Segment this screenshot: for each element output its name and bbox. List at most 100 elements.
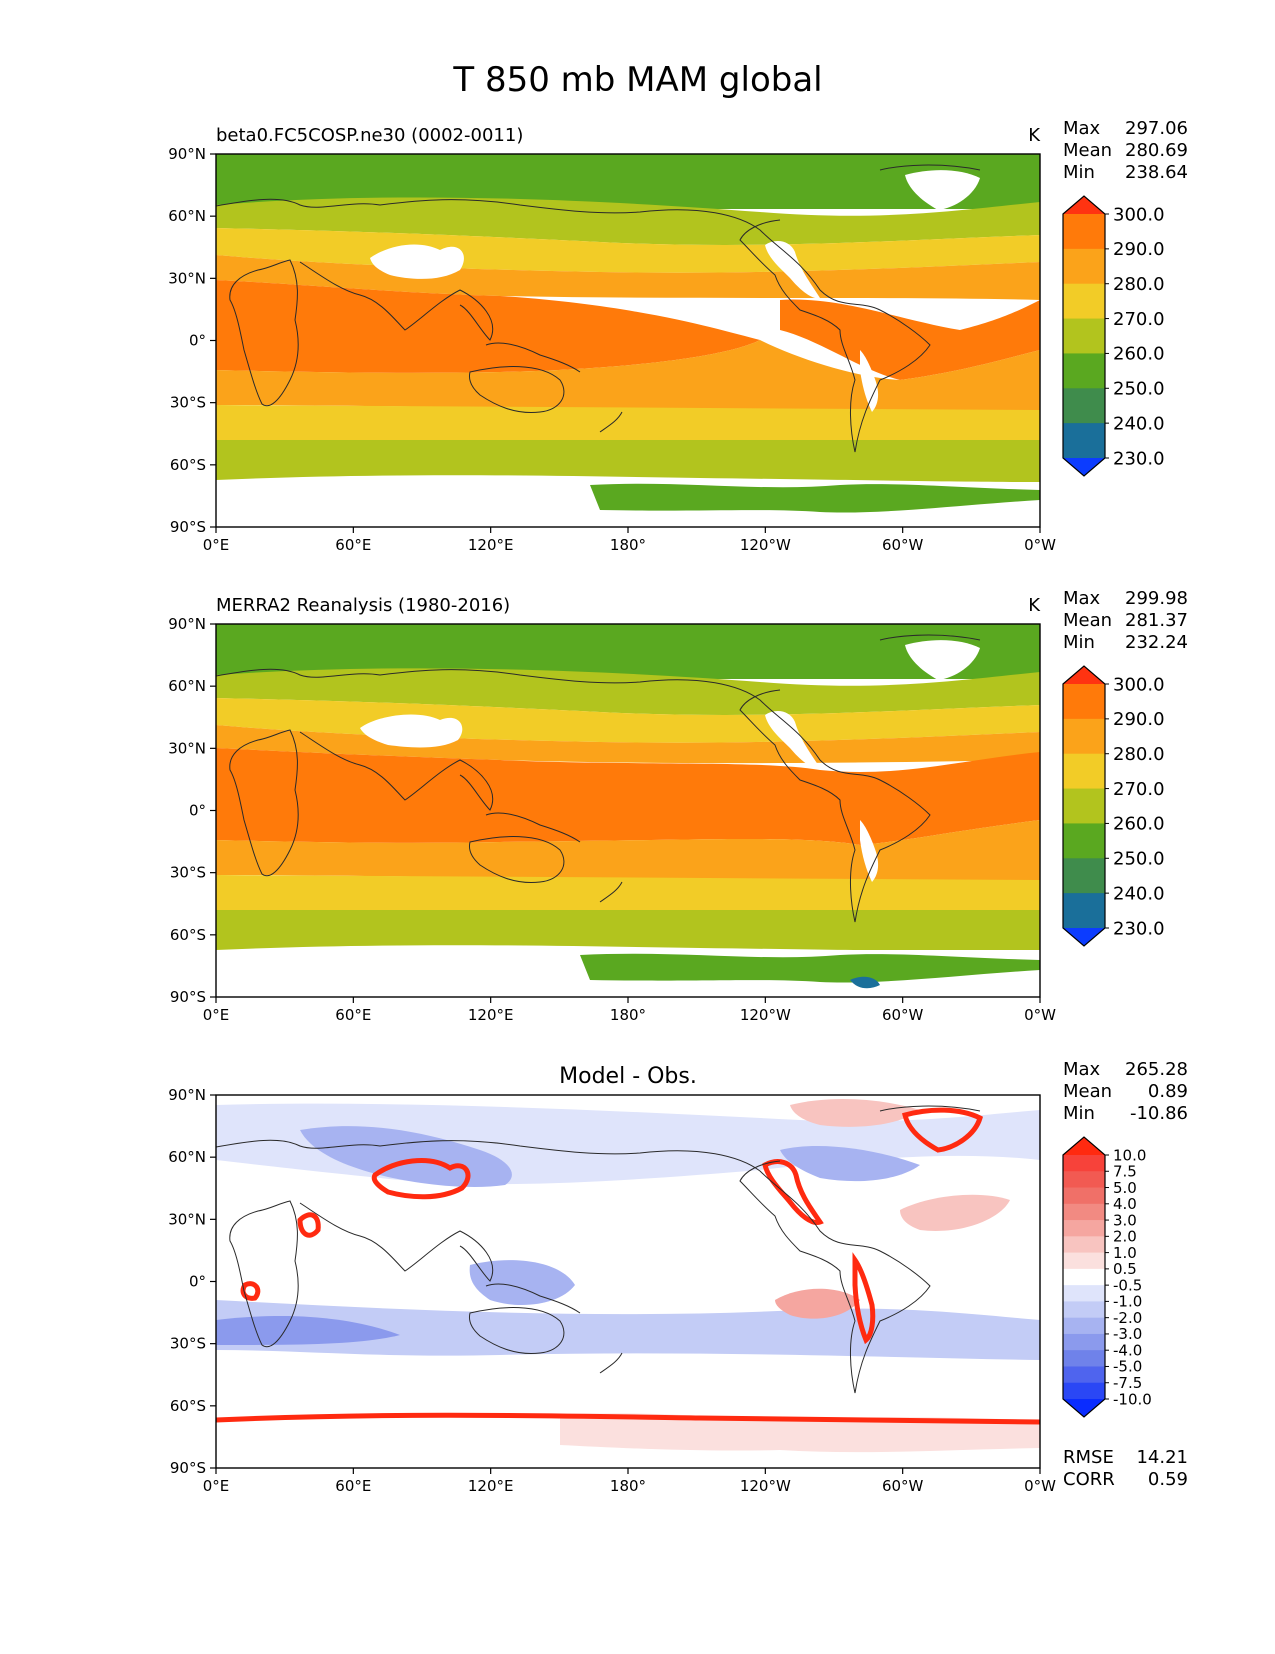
stat-value-mean: 281.37 [1125, 610, 1188, 631]
stat-value-min: -10.86 [1130, 1103, 1188, 1124]
lon-tick-label: 0°W [1024, 1006, 1056, 1024]
cool-core-namerica [780, 1145, 920, 1182]
panel-left-title: MERRA2 Reanalysis (1980-2016) [216, 595, 510, 616]
lat-axis: 90°N 60°N 30°N 0° 30°S 60°S 90°S [168, 1086, 216, 1477]
band-290-tropics [216, 280, 760, 373]
colorbar-tick-label: -0.5 [1113, 1276, 1142, 1294]
colorbar-tick-label: 240.0 [1113, 413, 1165, 434]
colorbar-segment [1063, 753, 1105, 790]
colorbar-segment [1063, 1236, 1105, 1254]
lat-tick-label: 90°S [170, 518, 206, 536]
band-280-south [216, 340, 1040, 411]
colorbar-segment [1063, 318, 1105, 354]
stat-value-min: 238.64 [1125, 162, 1188, 183]
stat-label-max: Max [1063, 1059, 1101, 1080]
greenland [905, 170, 980, 210]
colorbar-segment [1063, 423, 1105, 459]
lon-tick-label: 60°E [335, 536, 371, 554]
warm-patch-arctic [790, 1098, 920, 1127]
stat-value-max: 299.98 [1125, 588, 1188, 609]
lat-tick-label: 30°S [170, 1335, 206, 1353]
lon-tick-label: 60°W [882, 536, 924, 554]
colorbar-extend-min [1063, 928, 1105, 946]
colorbar-tick-label: 240.0 [1113, 883, 1165, 904]
high-terrain-hotspots [216, 1107, 1040, 1425]
colorbar-tick-label: 260.0 [1113, 814, 1165, 835]
lat-axis: 90°N 60°N 30°N 0° 30°S 60°S 90°S [168, 615, 216, 1006]
stat-label-min: Min [1063, 632, 1095, 653]
stat-value-rmse: 14.21 [1136, 1447, 1188, 1468]
colorbar-tick-label: 230.0 [1113, 448, 1165, 469]
stat-value-mean: 0.89 [1148, 1081, 1188, 1102]
colorbar-tick-label: -10.0 [1113, 1390, 1152, 1408]
stats-block: Max 265.28 Mean 0.89 Min -10.86 [1063, 1059, 1188, 1124]
colorbar-segment [1063, 684, 1105, 720]
lat-tick-label: 30°N [168, 269, 206, 287]
lon-tick-label: 120°W [740, 536, 791, 554]
colorbar-tick-label: 1.0 [1113, 1244, 1137, 1262]
lat-tick-label: 90°N [168, 1086, 206, 1104]
stat-label-min: Min [1063, 162, 1095, 183]
lon-tick-label: 60°E [335, 1477, 371, 1495]
rockies [765, 710, 820, 769]
lon-tick-label: 60°W [882, 1477, 924, 1495]
lat-tick-label: 0° [189, 332, 206, 350]
colorbar-segment [1063, 718, 1105, 755]
colorbar: 10.07.55.04.03.02.01.00.5-0.5-1.0-2.0-3.… [1062, 1136, 1152, 1418]
colorbar-tick-label: 250.0 [1113, 379, 1165, 400]
stat-value-mean: 280.69 [1125, 140, 1188, 161]
lon-axis: 0°E 60°E 120°E 180° 120°W 60°W 0°W [203, 527, 1056, 554]
colorbar-segment [1063, 1155, 1105, 1172]
tibet [360, 714, 463, 748]
antarctic-peninsula-low [850, 976, 880, 989]
colorbar-segment [1063, 214, 1105, 250]
colorbar-extend-max [1063, 196, 1105, 214]
band-280-north [216, 255, 1040, 300]
colorbar-segment [1063, 1252, 1105, 1270]
lat-tick-label: 30°N [168, 1210, 206, 1228]
lat-tick-label: 0° [189, 1273, 206, 1291]
antarctica-rim [580, 953, 1040, 983]
colorbar-tick-label: 270.0 [1113, 309, 1165, 330]
lat-tick-label: 90°N [168, 615, 206, 633]
figure-title: T 850 mb MAM global [452, 60, 822, 100]
coastlines [216, 1105, 981, 1394]
colorbar-tick-label: 3.0 [1113, 1211, 1137, 1229]
colorbar-tick-label: -1.0 [1113, 1293, 1142, 1311]
lat-tick-label: 0° [189, 802, 206, 820]
colorbar-segment [1063, 858, 1105, 894]
warm-patch-pacific [775, 1288, 860, 1319]
colorbar-segment [1063, 1350, 1105, 1367]
panel-model: beta0.FC5COSP.ne30 (0002-0011) K Max 297… [168, 118, 1188, 554]
lat-tick-label: 60°N [168, 677, 206, 695]
band-290-americas [780, 299, 1040, 380]
stats-block: Max 299.98 Mean 281.37 Min 232.24 [1063, 588, 1188, 653]
colorbar-segment [1063, 1203, 1105, 1221]
colorbar-tick-label: 270.0 [1113, 779, 1165, 800]
colorbar: 300.0 290.0 280.0 270.0 260.0 250.0 240.0 230.0 [1062, 665, 1165, 947]
lon-tick-label: 120°E [468, 1006, 514, 1024]
band-270-south [216, 875, 1040, 910]
colorbar-tick-label: -2.0 [1113, 1309, 1142, 1327]
colorbar-segment [1063, 1366, 1105, 1384]
colorbar-segment [1063, 1268, 1105, 1286]
colorbar-extend-min [1063, 1399, 1105, 1417]
colorbar-tick-label: 280.0 [1113, 274, 1165, 295]
cool-core-asia [300, 1126, 512, 1187]
lat-tick-label: 60°N [168, 1148, 206, 1166]
colorbar-tick-label: -5.0 [1113, 1358, 1142, 1376]
lon-axis: 0°E 60°E 120°E 180° 120°W 60°W 0°W [203, 997, 1056, 1024]
colorbar-extend-min [1063, 458, 1105, 476]
panel-diff: Model - Obs. Max 265.28 Mean 0.89 Min -1… [168, 1059, 1188, 1495]
panel-obs: MERRA2 Reanalysis (1980-2016) K Max 299.… [168, 588, 1188, 1024]
lat-tick-label: 30°N [168, 739, 206, 757]
panel-units: K [1028, 125, 1041, 146]
colorbar-segment [1063, 1220, 1105, 1237]
lat-tick-label: 60°S [170, 1397, 206, 1415]
lon-tick-label: 180° [610, 1006, 646, 1024]
colorbar-tick-label: 4.0 [1113, 1195, 1137, 1213]
andes [860, 820, 879, 882]
lat-tick-label: 60°N [168, 207, 206, 225]
colorbar-segment [1063, 1333, 1105, 1351]
stats-block: Max 297.06 Mean 280.69 Min 238.64 [1063, 118, 1188, 183]
